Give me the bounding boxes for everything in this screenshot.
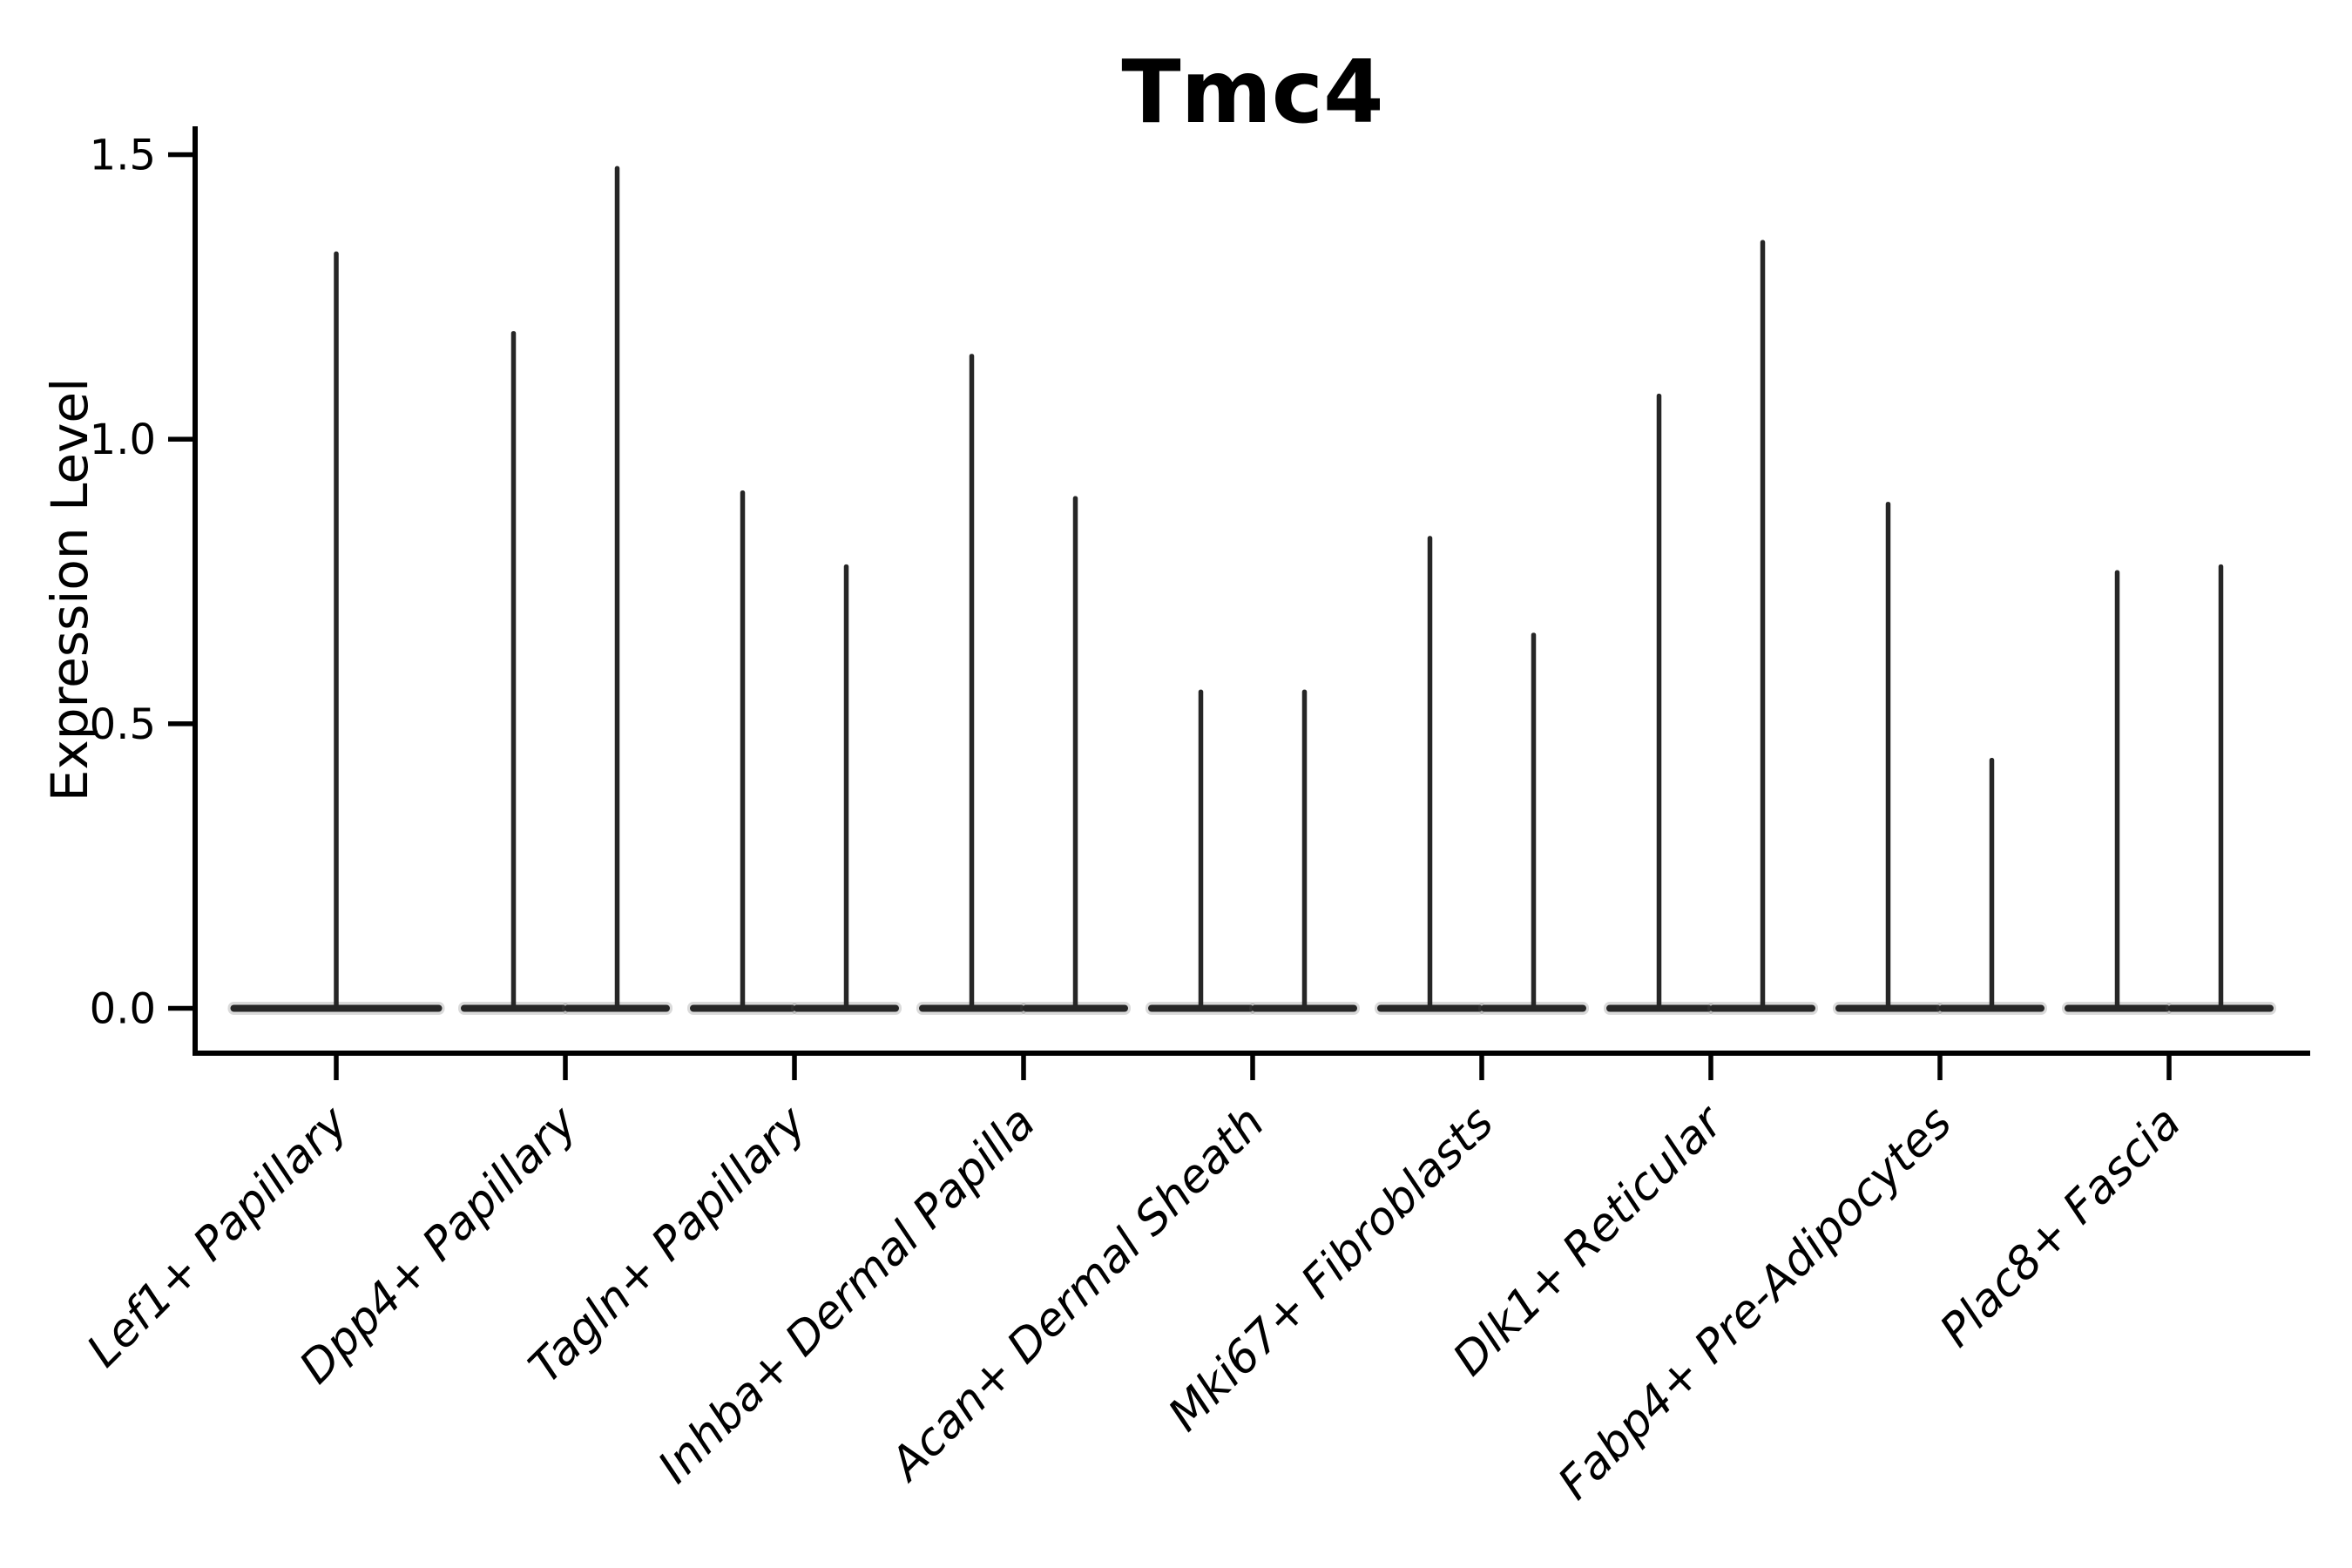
- violin-tail: [843, 564, 849, 1012]
- violin-tail: [1198, 689, 1204, 1012]
- x-tick-label: Acan+ Dermal Sheath: [879, 1097, 1274, 1492]
- chart-title: Tmc4: [1121, 41, 1384, 143]
- y-tick-label: 1.5: [90, 132, 156, 180]
- x-tick-mark: [563, 1056, 568, 1080]
- y-tick-label: 1.0: [90, 416, 156, 464]
- violin-tail: [1760, 240, 1766, 1012]
- x-axis-spine: [193, 1051, 2310, 1056]
- x-tick-mark: [1021, 1056, 1026, 1080]
- x-tick-mark: [792, 1056, 797, 1080]
- y-axis-label: Expression Level: [40, 377, 99, 802]
- x-tick-label: Inhba+ Dermal Papilla: [648, 1097, 1045, 1494]
- violin-tail: [1531, 632, 1537, 1012]
- y-axis-spine: [193, 126, 198, 1056]
- y-tick-mark: [168, 1005, 193, 1011]
- x-tick-mark: [1937, 1056, 1943, 1080]
- violin-tail: [1656, 393, 1662, 1012]
- violin-tail: [614, 166, 620, 1012]
- y-tick-mark: [168, 436, 193, 442]
- x-tick-mark: [334, 1056, 339, 1080]
- violin-tail: [1072, 496, 1078, 1012]
- violin-tail: [1885, 502, 1891, 1012]
- violin-tail: [510, 331, 517, 1012]
- y-tick-mark: [168, 152, 193, 158]
- violin-tail: [1427, 536, 1433, 1012]
- violin-tail: [2218, 564, 2224, 1012]
- x-tick-mark: [1479, 1056, 1484, 1080]
- y-tick-label: 0.5: [90, 700, 156, 749]
- x-tick-mark: [1708, 1056, 1713, 1080]
- y-tick-label: 0.0: [90, 985, 156, 1034]
- x-tick-mark: [1250, 1056, 1255, 1080]
- violin-tail: [2114, 570, 2120, 1012]
- violin-tail: [1301, 689, 1308, 1012]
- violin-tail: [969, 354, 975, 1012]
- violin-tail: [740, 490, 746, 1012]
- x-tick-label: Fabp4+ Pre-Adipocytes: [1549, 1097, 1963, 1511]
- violin-tail: [1989, 758, 1995, 1012]
- x-tick-mark: [2166, 1056, 2172, 1080]
- violin-tail: [334, 251, 339, 1012]
- x-tick-label: Plac8+ Fascia: [1930, 1097, 2191, 1357]
- y-tick-mark: [168, 721, 193, 727]
